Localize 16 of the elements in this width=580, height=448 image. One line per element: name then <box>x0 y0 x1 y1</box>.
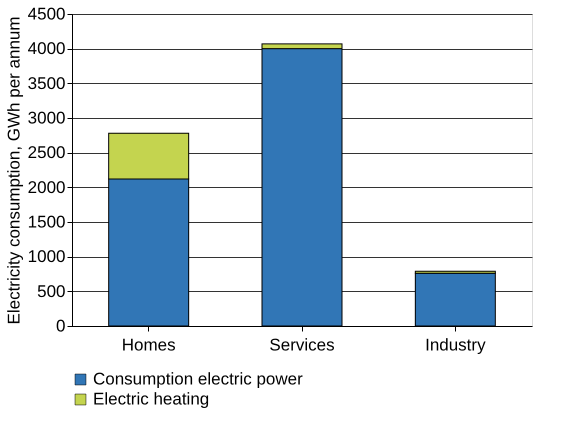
x-tick-label: Industry <box>425 336 486 354</box>
y-tick-label: 2500 <box>28 143 66 162</box>
legend-label: Electric heating <box>93 390 210 408</box>
y-tick-label: 3500 <box>28 74 66 93</box>
legend-label: Consumption electric power <box>93 370 304 388</box>
y-tick-label: 4000 <box>28 39 66 58</box>
y-tick-label: 1000 <box>28 247 66 266</box>
x-tick-label: Services <box>269 336 335 354</box>
y-tick-label: 1500 <box>28 212 66 232</box>
y-tick-label: 2000 <box>28 178 66 197</box>
y-axis-title: Electricity consumption, GWh per annum <box>4 16 24 325</box>
x-tick-label: Homes <box>122 336 176 354</box>
y-tick-label: 0 <box>56 316 66 336</box>
y-tick-label: 500 <box>37 282 66 301</box>
y-tick-label: 4500 <box>28 4 66 24</box>
y-tick-label: 3000 <box>28 108 66 128</box>
